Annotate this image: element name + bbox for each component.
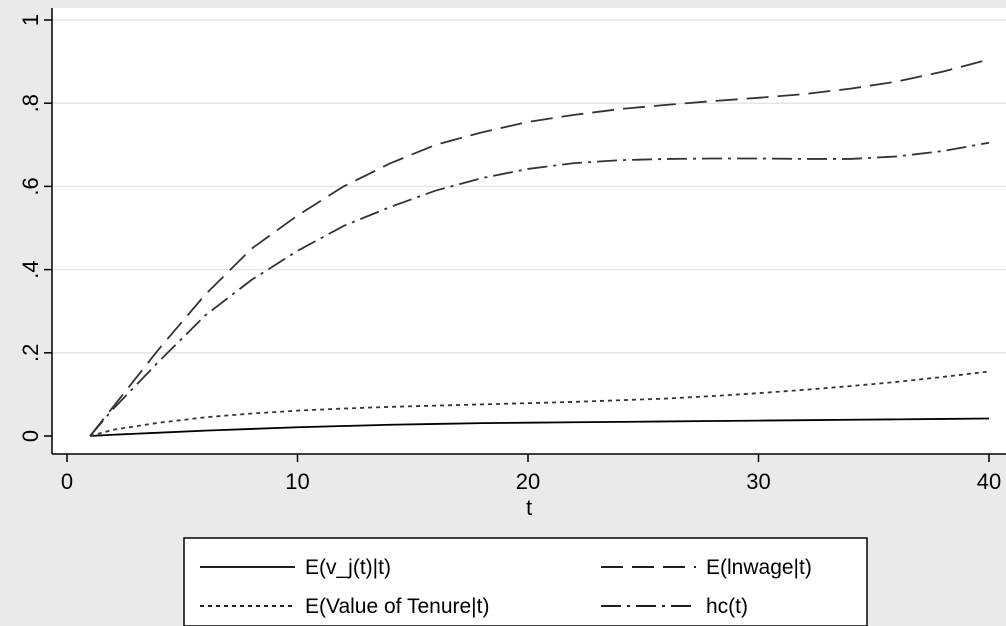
x-tick-label: 20 [516, 469, 540, 494]
y-tick-label: .6 [18, 177, 43, 195]
y-tick-label: .2 [18, 344, 43, 362]
plot-area [52, 8, 1006, 454]
tick-marks: 0.2.4.6.810 10 20 30 40 [18, 14, 1001, 494]
legend-label: E(v_j(t)|t) [305, 556, 391, 579]
y-tick-label: .4 [18, 260, 43, 278]
legend-box [183, 537, 868, 626]
series-line [89, 58, 990, 437]
legend-label: E(Value of Tenure|t) [305, 595, 489, 618]
legend: E(v_j(t)|t) E(lnwage|t) E(Value of Tenure|… [183, 537, 868, 626]
y-tick-label: .8 [18, 94, 43, 112]
gridlines [52, 19, 1006, 354]
series-line [89, 141, 990, 437]
legend-label: E(lnwage|t) [706, 556, 812, 579]
y-tick-label: 1 [18, 14, 43, 26]
x-tick-label: 40 [977, 469, 1001, 494]
x-tick-label: 10 [285, 469, 309, 494]
series-line [89, 370, 990, 437]
y-tick-label: 0 [18, 430, 43, 442]
series-lines [89, 58, 990, 437]
x-axis-title: t [526, 495, 532, 520]
legend-label: hc(t) [706, 595, 748, 618]
axes [51, 8, 1006, 455]
series-line [90, 417, 990, 437]
x-tick-label: 0 [61, 469, 73, 494]
x-tick-label: 30 [746, 469, 770, 494]
